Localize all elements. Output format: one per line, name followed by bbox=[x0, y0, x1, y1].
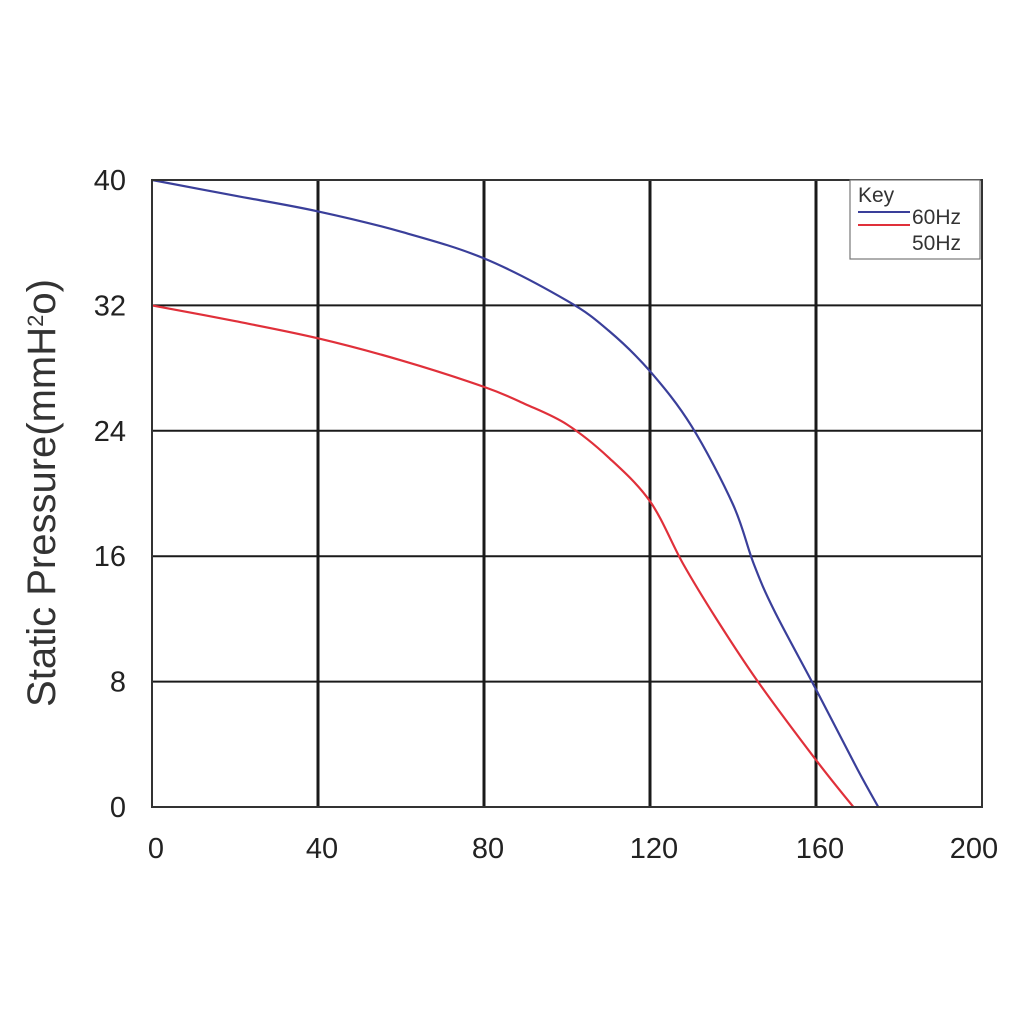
y-tick-label-8: 8 bbox=[110, 667, 126, 699]
legend-label-50hz: 50Hz bbox=[912, 232, 961, 255]
series-line-50hz bbox=[151, 304, 855, 808]
series-layer bbox=[151, 178, 880, 808]
y-tick-labels: 0 8 16 24 32 40 bbox=[94, 165, 126, 824]
x-tick-label-0: 0 bbox=[148, 833, 164, 865]
legend: Key 60Hz 50Hz bbox=[849, 179, 981, 260]
legend-title: Key bbox=[858, 184, 895, 207]
y-axis-label-superscript: 2 bbox=[23, 315, 48, 327]
y-axis-label-suffix: o) bbox=[20, 279, 64, 315]
x-tick-label-120: 120 bbox=[630, 833, 678, 865]
y-tick-label-16: 16 bbox=[94, 541, 126, 573]
legend-box bbox=[849, 179, 981, 260]
x-tick-label-80: 80 bbox=[472, 833, 504, 865]
series-line-60hz bbox=[151, 178, 880, 808]
plot-border bbox=[151, 179, 983, 808]
x-tick-label-160: 160 bbox=[796, 833, 844, 865]
x-tick-label-200: 200 bbox=[950, 833, 998, 865]
plot-background bbox=[152, 180, 982, 807]
y-tick-label-0: 0 bbox=[110, 792, 126, 824]
x-tick-label-40: 40 bbox=[306, 833, 338, 865]
y-tick-label-40: 40 bbox=[94, 165, 126, 197]
y-tick-label-24: 24 bbox=[94, 416, 126, 448]
grid-lines bbox=[152, 180, 982, 807]
y-axis-label-main: Static Pressure(mmH bbox=[20, 327, 64, 707]
y-tick-label-32: 32 bbox=[94, 290, 126, 322]
x-tick-labels: 0 40 80 120 160 200 bbox=[148, 833, 998, 865]
legend-label-60hz: 60Hz bbox=[912, 206, 961, 229]
y-axis-label: Static Pressure(mmH2o) bbox=[20, 279, 64, 707]
